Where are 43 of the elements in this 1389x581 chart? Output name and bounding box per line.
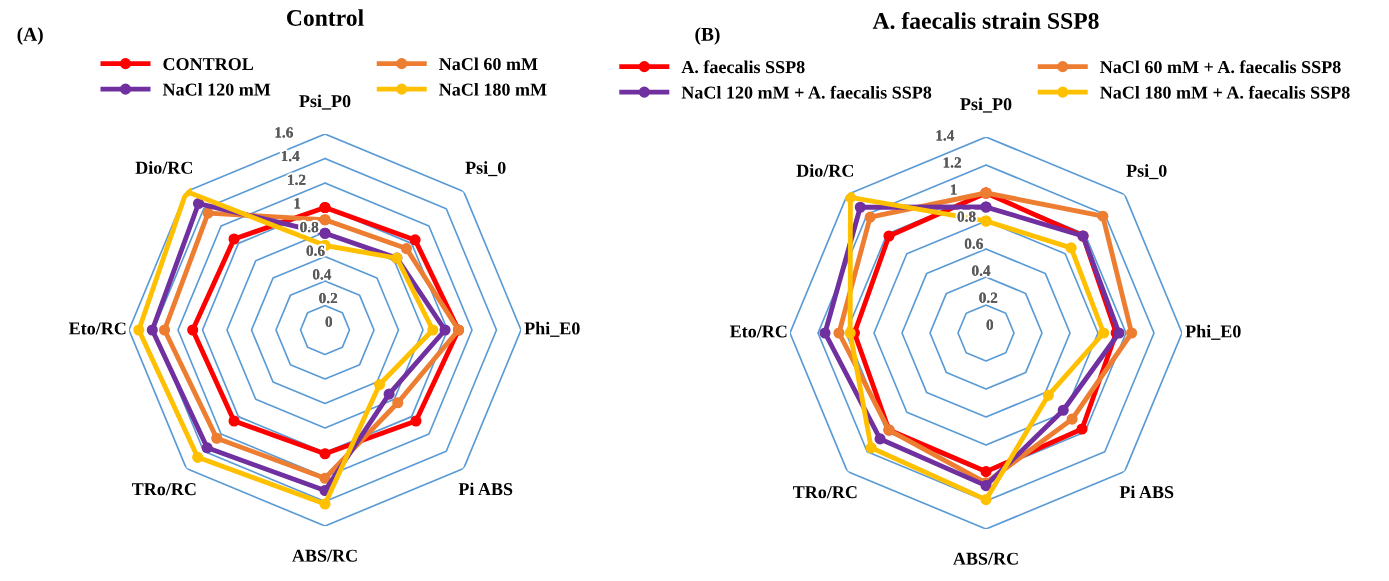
y-tick-label: 0.2 xyxy=(979,292,998,303)
y-tick-label: 0.2 xyxy=(319,292,338,304)
spoke-label: Pi ABS xyxy=(458,482,513,496)
chart-title: A. faecalis strain SSP8 xyxy=(872,12,1099,29)
spoke-label: Phi_E0 xyxy=(1185,324,1241,340)
spoke-label: Psi_P0 xyxy=(960,97,1012,113)
y-tick-label: 1.6 xyxy=(275,127,293,138)
y-tick-label: 0 xyxy=(325,316,333,327)
legend-label: NaCl 180 mM xyxy=(439,82,547,96)
spoke-label: ABS/RC xyxy=(953,552,1018,565)
legend-label: NaCl 120 mM + A. faecalis SSP8 xyxy=(681,85,932,99)
legend-label: NaCl 180 mM + A. faecalis SSP8 xyxy=(1100,85,1350,99)
spoke-label: Psi_0 xyxy=(1126,164,1167,180)
spoke-label: Phi_E0 xyxy=(524,321,580,337)
y-tick-label: 1 xyxy=(294,198,301,209)
spoke-label: TRo/RC xyxy=(131,483,196,496)
legend-label: CONTROL xyxy=(163,58,254,71)
spoke-label: Eto/RC xyxy=(68,322,126,335)
y-tick-label: 1 xyxy=(950,184,957,195)
spoke-label: ABS/RC xyxy=(292,549,357,562)
legend-label: A. faecalis SSP8 xyxy=(681,60,805,74)
spoke-label: TRo/RC xyxy=(792,486,857,499)
spoke-label: Pi ABS xyxy=(1119,485,1174,499)
chart-title: Control xyxy=(287,9,364,26)
y-tick-label: 1.2 xyxy=(288,174,306,185)
y-tick-label: 1.2 xyxy=(943,157,961,168)
y-tick-label: 0.4 xyxy=(972,265,991,276)
legend-label: NaCl 60 mM + A. faecalis SSP8 xyxy=(1100,60,1341,74)
spoke-label: Psi_P0 xyxy=(299,94,351,110)
spoke-label: Dio/RC xyxy=(135,161,193,174)
y-tick-label: 1.4 xyxy=(936,130,955,141)
text: (A) xyxy=(17,27,43,45)
legend-label: NaCl 120 mM xyxy=(162,82,271,96)
spoke-label: Eto/RC xyxy=(729,325,787,338)
y-tick-label: 0 xyxy=(986,319,994,330)
y-tick-label: 1.4 xyxy=(281,151,300,162)
y-tick-label: 0.6 xyxy=(964,238,983,249)
legend-label: NaCl 60 mM xyxy=(439,57,538,71)
spoke-label: Psi_0 xyxy=(465,161,506,177)
y-tick-label: 0.4 xyxy=(312,269,332,280)
spoke-label: Dio/RC xyxy=(796,164,854,177)
y-tick-label: 0.6 xyxy=(306,245,325,256)
text: (B) xyxy=(695,27,720,45)
